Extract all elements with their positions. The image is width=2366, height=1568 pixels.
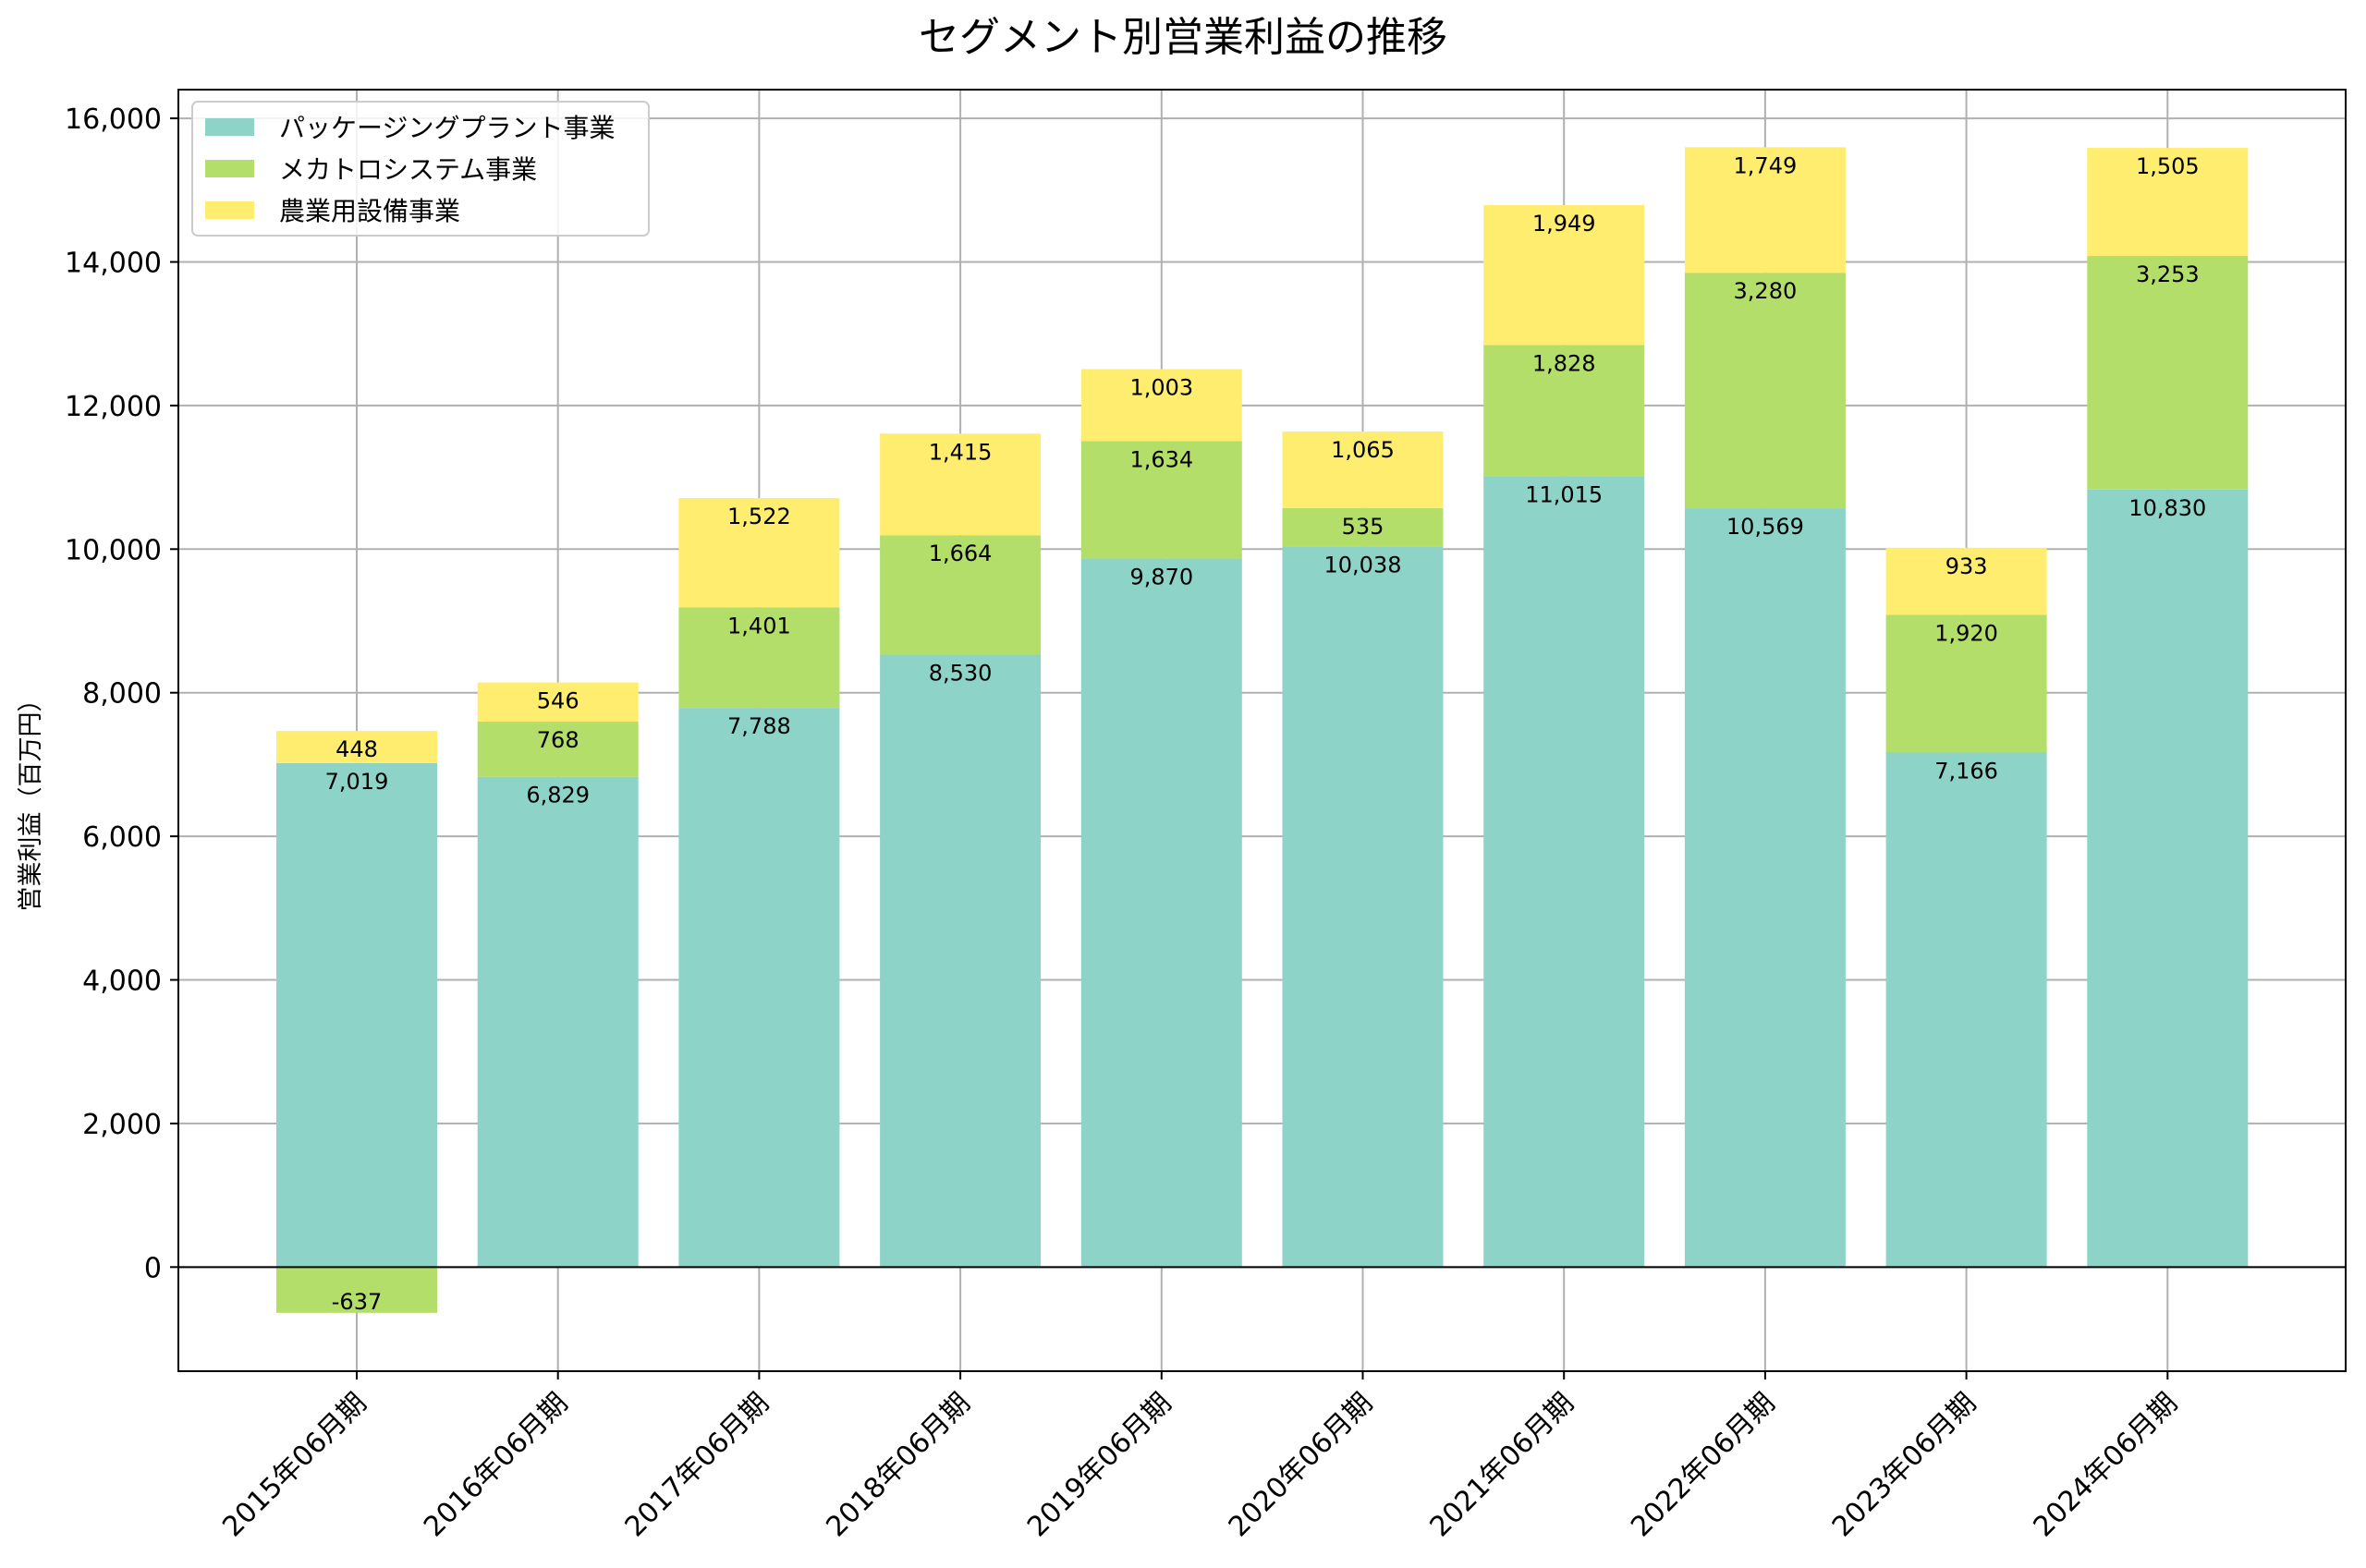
bar-segment (276, 731, 437, 763)
data-label: -637 (332, 1289, 382, 1315)
y-axis-label: 営業利益（百万円） (17, 687, 45, 912)
data-label: 546 (537, 688, 579, 714)
legend-swatch (205, 160, 254, 177)
x-tick-label: 2023年06月期 (1826, 1387, 1982, 1543)
x-tick-label: 2017年06月期 (619, 1387, 775, 1543)
data-label: 9,870 (1129, 564, 1193, 590)
bar-segment (1080, 441, 1242, 559)
y-tick-label: 0 (144, 1252, 162, 1284)
bar-segment (477, 722, 639, 777)
x-tick-label: 2024年06月期 (2028, 1387, 2184, 1543)
bar-segment (1885, 614, 2047, 753)
bar-segment (678, 498, 840, 608)
data-label: 10,830 (2128, 495, 2206, 521)
plot-frame (177, 89, 2347, 1372)
y-tick-label: 4,000 (82, 966, 162, 998)
bar-segment (880, 535, 1042, 655)
bar-segment (1885, 547, 2047, 615)
data-label: 1,949 (1532, 211, 1596, 237)
data-label: 7,019 (325, 769, 389, 795)
bar-segment (880, 654, 1042, 1268)
data-label: 1,401 (727, 613, 791, 638)
y-tick-label: 10,000 (65, 534, 162, 566)
data-label: 1,065 (1331, 437, 1395, 463)
data-label: 933 (1945, 553, 1988, 579)
data-label: 3,280 (1734, 278, 1798, 304)
x-tick-label: 2018年06月期 (820, 1387, 976, 1543)
x-tick-label: 2020年06月期 (1223, 1387, 1379, 1543)
data-label: 1,828 (1532, 350, 1596, 376)
bar-segment (1282, 432, 1444, 508)
bars (276, 147, 2249, 1313)
legend-swatch (205, 118, 254, 136)
x-axis: 2015年06月期 2016年06月期 2017年06月期 2018年06月期 2019… (216, 1371, 2184, 1543)
data-label: 1,522 (727, 504, 791, 529)
y-tick-label: 14,000 (65, 247, 162, 279)
data-label: 535 (1342, 514, 1384, 540)
bar-segment (678, 607, 840, 709)
data-labels: 7,019 -637 448 6,829 768 546 7,788 1,401 1,522 8,… (325, 152, 2207, 1315)
bar-segment (276, 762, 437, 1268)
data-label: 768 (537, 727, 579, 753)
data-label: 1,415 (929, 439, 993, 465)
bar-segment (1885, 752, 2047, 1268)
legend-box (191, 101, 650, 237)
data-label: 1,003 (1129, 374, 1193, 400)
legend-label: パッケージングプラント事業 (279, 113, 615, 143)
bar-segment (1080, 558, 1242, 1268)
bar-segment (2087, 489, 2249, 1268)
x-tick-label: 2021年06月期 (1423, 1387, 1579, 1543)
y-tick-label: 16,000 (65, 103, 162, 136)
data-label: 10,038 (1324, 552, 1402, 577)
bar-segment (1684, 508, 1846, 1268)
bar-segment (1684, 273, 1846, 509)
data-label: 1,505 (2136, 153, 2200, 179)
bar-segment (276, 1267, 437, 1313)
y-axis: 0 2,000 4,000 6,000 8,000 10,000 12,000 14,000 1… (65, 103, 178, 1284)
bar-segment (1483, 204, 1645, 346)
bar-segment (1684, 147, 1846, 273)
x-tick-label: 2016年06月期 (418, 1387, 574, 1543)
bar-segment (1080, 369, 1242, 442)
data-label: 11,015 (1525, 481, 1603, 507)
bar-segment (1282, 546, 1444, 1268)
data-label: 1,920 (1934, 620, 1998, 646)
bar-segment (2087, 256, 2249, 490)
bar-segment (678, 708, 840, 1268)
chart-title: セグメント別営業利益の推移 (919, 14, 1447, 61)
y-tick-label: 8,000 (82, 678, 162, 711)
bar-segment (880, 433, 1042, 536)
data-label: 6,829 (526, 783, 590, 808)
bar-segment (477, 682, 639, 723)
bar-segment (1483, 345, 1645, 477)
data-label: 3,253 (2136, 261, 2200, 287)
data-label: 1,634 (1129, 446, 1193, 472)
legend-label: 農業用設備事業 (279, 196, 460, 226)
y-tick-label: 2,000 (82, 1109, 162, 1141)
data-label: 7,788 (727, 713, 791, 739)
bar-segment (1483, 476, 1645, 1268)
x-tick-label: 2019年06月期 (1021, 1387, 1177, 1543)
data-label: 8,530 (929, 661, 993, 687)
data-label: 10,569 (1726, 514, 1804, 540)
x-tick-label: 2022年06月期 (1625, 1387, 1781, 1543)
bar-segment (2087, 148, 2249, 257)
legend-label: メカトロシステム事業 (279, 154, 537, 185)
data-label: 1,749 (1734, 152, 1798, 178)
legend-swatch (205, 201, 254, 219)
bar-segment (477, 776, 639, 1268)
y-tick-label: 12,000 (65, 391, 162, 423)
y-tick-label: 6,000 (82, 821, 162, 854)
data-label: 1,664 (929, 541, 993, 566)
data-label: 448 (335, 736, 378, 762)
data-label: 7,166 (1934, 759, 1998, 784)
x-tick-label: 2015年06月期 (216, 1387, 372, 1543)
bar-segment (1282, 507, 1444, 547)
